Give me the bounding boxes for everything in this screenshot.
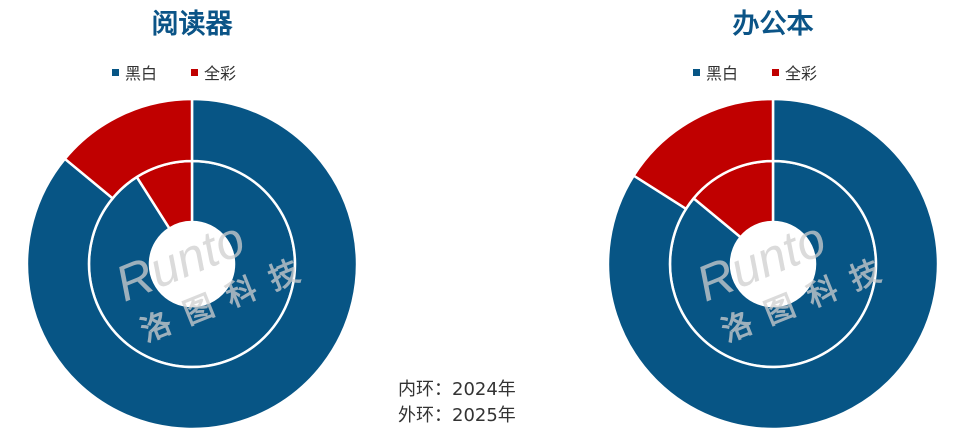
legend-item-color: 全彩 [191,60,236,84]
legend-swatch [112,68,119,76]
legend-item-color: 全彩 [772,60,817,84]
legend-item-bw: 黑白 [693,60,738,84]
slice-outer-bw [25,97,359,431]
slice-outer-bw [606,97,940,431]
chart-title-reader: 阅读器 [151,9,233,40]
legend-item-bw: 黑白 [112,60,157,84]
legend-label: 全彩 [785,64,818,83]
inner-ring-note: 内环：2024年 [398,379,516,400]
legend-label: 全彩 [204,64,237,83]
slice-outer-color [63,97,194,201]
legend-swatch [693,68,700,76]
legend-swatch [191,68,199,76]
legend-label: 黑白 [125,64,158,83]
slice-outer-color [631,97,775,211]
chart-title-office: 办公本 [732,9,814,40]
legend-reader: 黑白 全彩 [112,60,236,84]
legend-office: 黑白 全彩 [693,60,817,84]
legend-swatch [772,68,780,76]
outer-ring-note: 外环：2025年 [398,405,516,426]
legend-label: 黑白 [706,64,739,83]
